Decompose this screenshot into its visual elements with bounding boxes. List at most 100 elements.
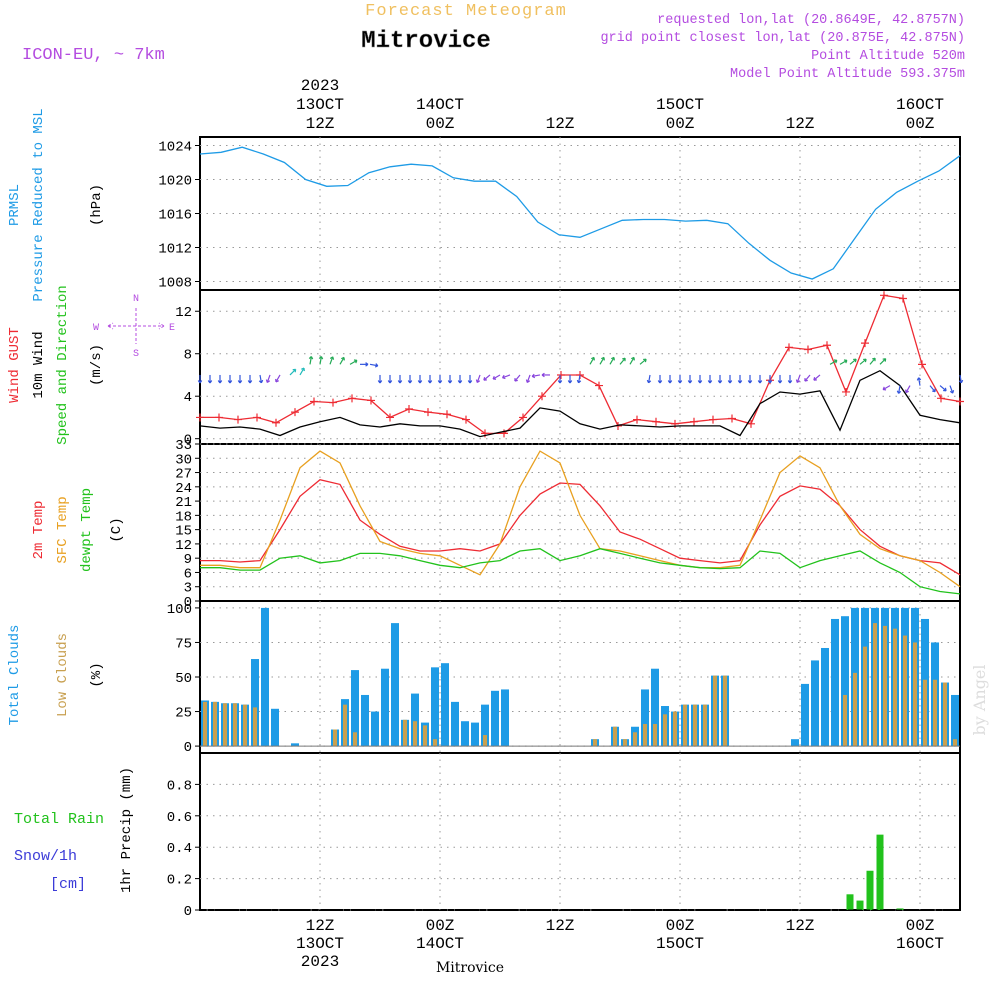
wind-barb-arrow [829, 359, 838, 365]
y-tick-label: 0 [184, 433, 192, 449]
bottom-axis-label: 12Z [786, 917, 815, 935]
wind-barb-head [717, 380, 723, 384]
low-cloud-bar [943, 682, 947, 747]
y-tick-label: 8 [184, 348, 192, 364]
low-cloud-bar [893, 628, 897, 747]
wind-barb-arrow [514, 374, 521, 382]
wind-barb-arrow [609, 357, 615, 365]
wind-barb-head [353, 359, 358, 364]
wind-barb-head [467, 380, 473, 384]
panel-side-label: 10m Wind [31, 331, 47, 398]
wind-barb-arrow [959, 374, 962, 383]
wind-barb-head [341, 356, 345, 361]
wind-barb-arrow [869, 357, 876, 365]
model-altitude: Model Point Altitude 593.375m [730, 67, 965, 82]
low-cloud-bar [633, 732, 637, 747]
credit-label: by Angel [970, 664, 989, 735]
low-cloud-bar [213, 701, 217, 747]
low-cloud-bar [673, 711, 677, 747]
bottom-axis-label: 00Z [906, 917, 935, 935]
bottom-axis-label: 12Z [306, 917, 335, 935]
panel-unit-label: (m/s) [89, 344, 105, 386]
wind-barb-head [631, 356, 635, 361]
wind-barb-arrow [949, 385, 954, 394]
top-axis-label: 12Z [786, 115, 815, 133]
wind-barb-arrow [629, 357, 635, 365]
wind-barb-head [427, 380, 433, 384]
panel-side-label: Pressure Reduced to MSL [31, 108, 47, 301]
y-tick-label: 0.8 [167, 778, 192, 794]
bottom-axis-label: 13OCT [296, 935, 344, 953]
wind-barb-head [407, 380, 413, 384]
bottom-axis-label: 00Z [426, 917, 455, 935]
wind-barb-head [872, 357, 876, 362]
y-tick-label: 6 [184, 566, 192, 582]
y-tick-label: 9 [184, 552, 192, 568]
top-axis-label: 13OCT [296, 96, 344, 114]
low-cloud-bar [683, 704, 687, 747]
gust-marker [709, 415, 717, 424]
rain-legend: Total Rain [14, 811, 104, 828]
gust-marker [633, 415, 641, 424]
low-cloud-bar [853, 672, 857, 747]
wind-barb-head [943, 387, 947, 392]
low-cloud-bar [433, 739, 437, 747]
wind-barb-head [365, 362, 369, 367]
low-cloud-bar [843, 694, 847, 747]
low-cloud-bar [713, 675, 717, 747]
compass-s: S [133, 349, 139, 360]
rain-bar [896, 908, 904, 910]
compass-e: E [169, 323, 175, 334]
rain-bar [876, 834, 884, 910]
wind-barb-head [292, 368, 297, 373]
wind-barb-head [567, 380, 573, 384]
y-tick-label: 0 [184, 595, 192, 611]
wind-barb-head [591, 356, 595, 361]
low-cloud-bar [643, 723, 647, 747]
location-title: Mitrovice [361, 28, 491, 55]
wind-barb-head [576, 379, 582, 384]
wind-barb-head [557, 380, 563, 384]
panel-frame [199, 752, 961, 911]
compass-w: W [93, 323, 99, 334]
wind-barb-head [853, 358, 857, 363]
y-tick-label: 1008 [158, 276, 192, 292]
low-cloud-bar [203, 701, 207, 747]
y-tick-label: 30 [175, 452, 192, 468]
wind-barb-head [525, 379, 531, 383]
y-tick-label: 33 [175, 438, 192, 454]
low-cloud-bar [913, 642, 917, 747]
point-altitude: Point Altitude 520m [811, 49, 965, 64]
panel-side-label: Wind GUST [7, 327, 23, 403]
compass-rose [107, 308, 165, 344]
wind-barb-arrow [813, 374, 821, 381]
y-tick-label: 27 [175, 467, 192, 483]
total-cloud-bar [651, 668, 659, 747]
y-tick-label: 12 [175, 305, 192, 321]
bottom-axis-label: 00Z [666, 917, 695, 935]
gust-marker [842, 387, 850, 396]
gust-marker [367, 396, 375, 405]
top-axis-label: 00Z [666, 115, 695, 133]
total-cloud-bar [451, 701, 459, 747]
wind-barb-head [601, 356, 605, 361]
wind-barb-arrow [619, 357, 626, 365]
top-axis-label: 2023 [301, 77, 339, 95]
wind-barb-arrow [578, 374, 581, 383]
gust-marker [310, 397, 318, 406]
wind-barb-arrow [329, 356, 334, 365]
wind-barb-arrow [804, 374, 811, 382]
y-tick-label: 0 [184, 904, 192, 920]
wind-barb-head [275, 378, 279, 383]
low-cloud-bar [613, 726, 617, 747]
y-tick-label: 0.6 [167, 810, 192, 826]
wind-barb-head [804, 378, 808, 382]
low-cloud-bar [873, 623, 877, 747]
wind-barb-arrow [476, 374, 481, 383]
low-cloud-bar [703, 704, 707, 747]
wind-barb-head [611, 356, 615, 361]
wind-barb-arrow [339, 357, 345, 365]
wind-barb-head [483, 377, 487, 381]
gust-marker [291, 408, 299, 417]
